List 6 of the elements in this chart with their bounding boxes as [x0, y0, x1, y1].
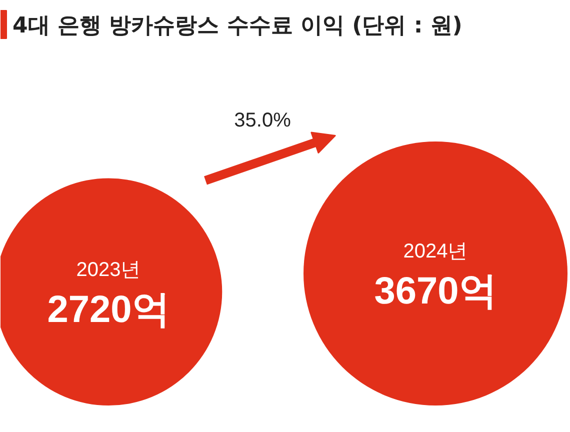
- data-label: 2720억: [47, 288, 170, 331]
- text: 4대 은행 방카슈랑스 수수료 이익 (단위 : 원): [12, 14, 462, 38]
- text: 35.0%: [234, 110, 292, 132]
- data-label: 3670억: [374, 270, 497, 312]
- category-label: 2024년: [403, 240, 468, 262]
- category-label: 2023년: [76, 258, 141, 281]
